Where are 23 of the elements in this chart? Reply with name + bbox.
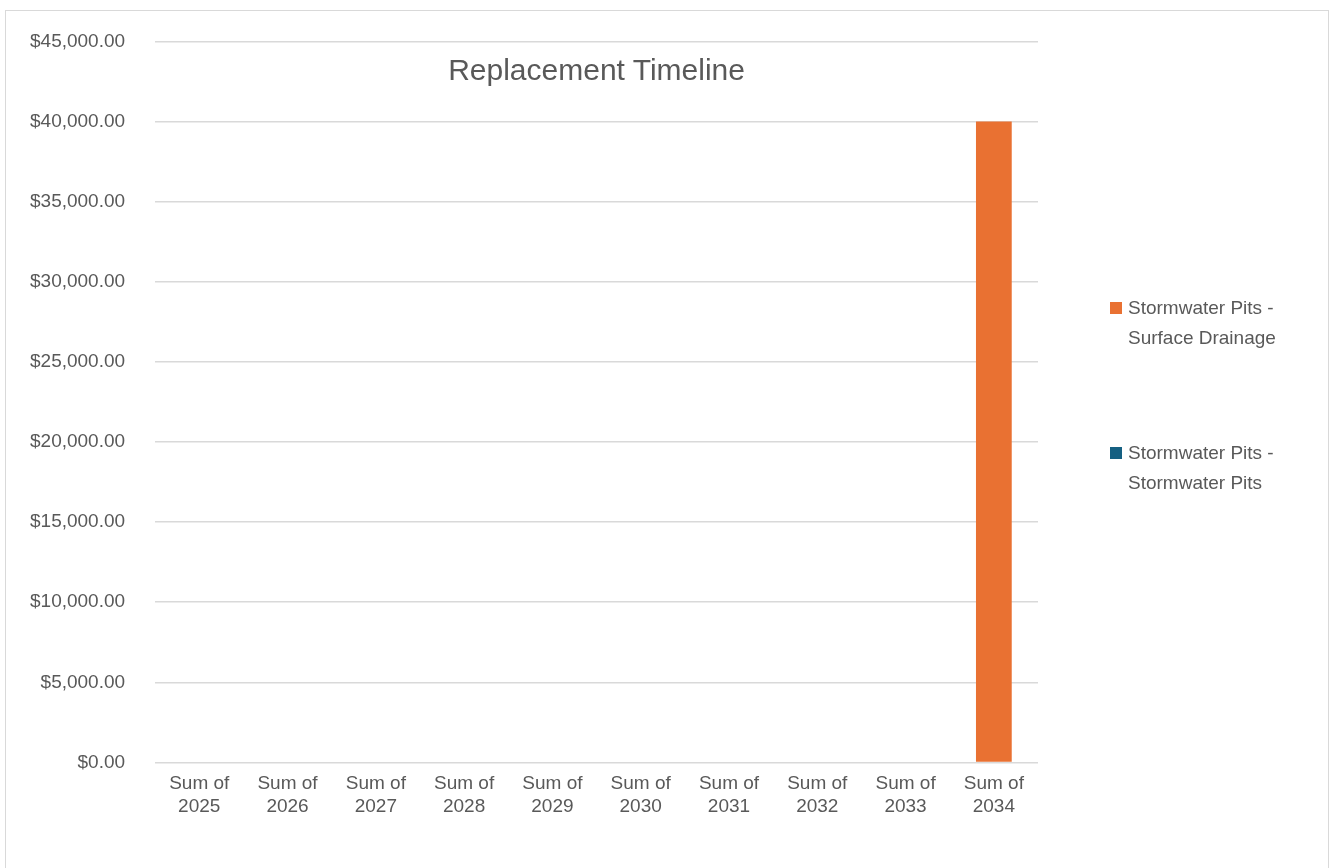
legend-label: Stormwater Pits - Stormwater Pits	[1128, 440, 1275, 495]
x-tick-label: Sum of 2033	[875, 772, 937, 816]
x-tick-label: Sum of 2025	[169, 772, 231, 816]
y-tick-label: $25,000.00	[30, 350, 126, 372]
x-tick-label: Sum of 2029	[522, 772, 584, 816]
chart-title: Replacement Timeline	[448, 52, 745, 86]
legend-label: Stormwater Pits - Surface Drainage	[1128, 295, 1277, 350]
x-tick-label: Sum of 2032	[787, 772, 849, 816]
y-tick-label: $35,000.00	[30, 189, 126, 211]
y-tick-label: $40,000.00	[30, 109, 126, 131]
x-tick-label: Sum of 2031	[698, 772, 760, 816]
x-tick-label: Sum of 2026	[257, 772, 319, 816]
y-tick-label: $15,000.00	[30, 510, 126, 532]
x-tick-label: Sum of 2034	[963, 772, 1025, 816]
y-tick-label: $20,000.00	[30, 430, 126, 452]
x-tick-label: Sum of 2030	[610, 772, 672, 816]
y-tick-label: $45,000.00	[30, 29, 126, 51]
x-tick-label: Sum of 2027	[345, 772, 407, 816]
y-tick-label: $30,000.00	[30, 269, 126, 291]
x-tick-label: Sum of 2028	[434, 772, 495, 816]
y-tick-label: $10,000.00	[30, 590, 126, 612]
y-tick-label: $0.00	[77, 750, 126, 772]
y-tick-label: $5,000.00	[40, 670, 126, 692]
